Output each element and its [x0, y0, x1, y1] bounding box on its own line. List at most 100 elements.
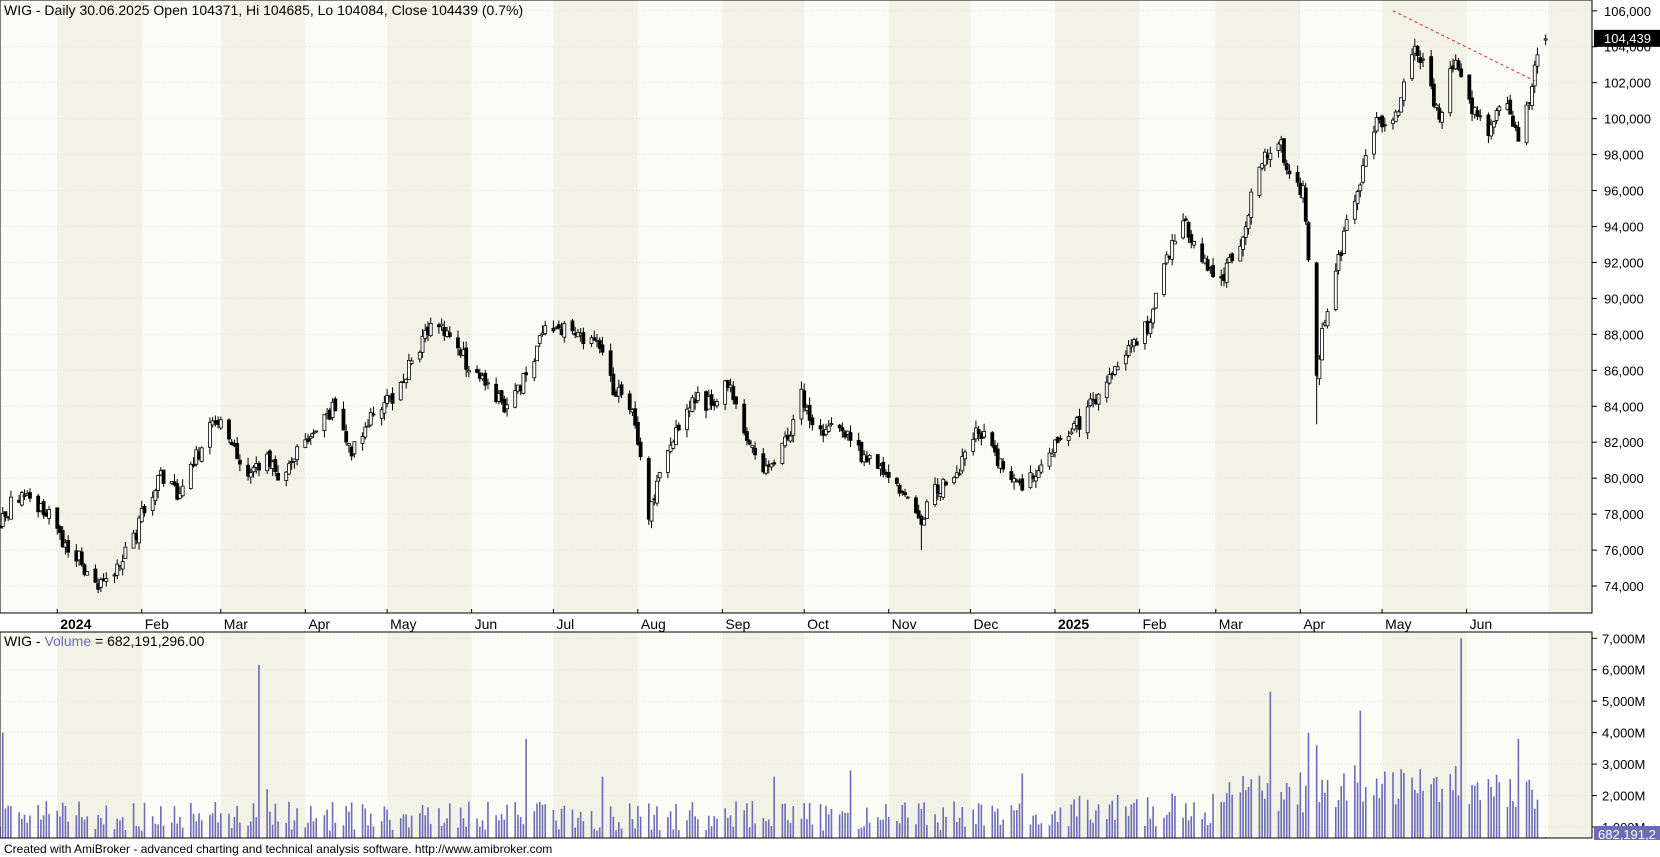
candle-body [1358, 184, 1363, 192]
candle-body [1320, 328, 1325, 361]
candle-body [1491, 121, 1496, 128]
candle-body [82, 564, 87, 575]
month-label: May [390, 616, 416, 632]
candle-body [382, 402, 387, 414]
candle-body [864, 455, 869, 463]
candle-body [1530, 86, 1534, 106]
candle-body [1325, 311, 1330, 327]
month-label: Jun [475, 616, 498, 632]
price-tick-label: 74,000 [1604, 579, 1644, 594]
candle-body [1001, 461, 1006, 470]
candle-body [1306, 222, 1311, 261]
candle-body [802, 390, 807, 408]
candle-body [1047, 452, 1052, 467]
volume-header: WIG - Volume = 682,191,296.00 [4, 633, 205, 649]
candle-body [1224, 262, 1229, 283]
candle-body [347, 443, 351, 446]
candle-body [829, 423, 834, 425]
candle-body [753, 447, 758, 456]
month-label: Feb [145, 616, 169, 632]
last-price-value: 104,439 [1604, 31, 1651, 46]
candle-body [524, 372, 529, 376]
candle-body [363, 426, 368, 438]
candle-body [1374, 117, 1379, 132]
candle-body [761, 453, 766, 473]
candle-body [551, 327, 556, 332]
candle-body [131, 532, 136, 549]
month-label: Sep [725, 616, 750, 632]
candle-body [1352, 200, 1357, 220]
candle-body [1339, 252, 1344, 256]
candle-body [1489, 124, 1494, 137]
candle-body [123, 546, 128, 559]
candle-body [818, 425, 823, 430]
candle-body [725, 379, 730, 388]
volume-header-value: = 682,191,296.00 [91, 633, 204, 649]
candle-body [859, 441, 864, 463]
month-band [888, 0, 971, 613]
candle-body [513, 390, 518, 408]
candle-body [1028, 472, 1033, 489]
candle-body [22, 494, 27, 497]
candle-body [1532, 64, 1537, 87]
candle-body [1470, 97, 1474, 115]
candle-body [385, 395, 389, 404]
price-candles [0, 34, 1548, 594]
candle-body [248, 472, 253, 478]
candle-body [237, 459, 242, 465]
price-tick-label: 88,000 [1604, 327, 1644, 342]
month-label: Mar [224, 616, 248, 632]
candle-body [1153, 292, 1158, 309]
candle-body [306, 438, 310, 442]
candle-body [556, 324, 561, 329]
candle-body [483, 372, 488, 386]
candle-body [657, 472, 662, 479]
candle-body [273, 458, 278, 473]
candle-body [627, 393, 632, 410]
price-tick-label: 82,000 [1604, 435, 1644, 450]
candle-body [780, 442, 785, 464]
candle-body [1355, 191, 1360, 204]
candle-body [1262, 151, 1267, 166]
candle-body [897, 484, 902, 494]
month-band [57, 0, 142, 613]
candle-body [1211, 265, 1215, 278]
candle-body [153, 490, 158, 502]
candle-body [635, 421, 640, 445]
candle-body [428, 322, 433, 337]
candle-body [1058, 438, 1063, 440]
candle-body [1050, 453, 1055, 457]
candle-body [1053, 439, 1057, 453]
candle-body [649, 501, 654, 522]
candle-body [1077, 416, 1082, 430]
candle-body [1162, 263, 1166, 295]
candle-body [115, 563, 120, 576]
candle-body [750, 445, 755, 448]
candle-body [826, 425, 831, 432]
candle-body [1372, 131, 1376, 155]
candle-body [175, 483, 180, 500]
volume-month-band [1054, 632, 1140, 838]
candle-body [1478, 115, 1483, 118]
candle-body [685, 408, 689, 431]
candle-body [41, 501, 46, 516]
candle-body [371, 413, 376, 416]
candle-body [1014, 479, 1019, 482]
candle-body [562, 323, 567, 338]
month-axis: 2024 Feb Mar Apr May Jun Jul Aug Sep Oct Nov Dec 202… [56, 609, 1492, 632]
candle-body [537, 335, 542, 344]
candle-body [1410, 54, 1414, 79]
candle-body [79, 551, 84, 566]
candle-body [1396, 111, 1401, 116]
candle-body [47, 509, 51, 519]
candle-body [464, 347, 469, 370]
candle-body [1282, 138, 1286, 163]
candle-body [1069, 431, 1074, 435]
candle-body [1134, 341, 1139, 346]
candle-body [924, 501, 929, 519]
price-tick-label: 80,000 [1604, 471, 1644, 486]
month-label: Nov [892, 616, 917, 632]
candle-body [690, 397, 695, 412]
volume-tick-label: 3,000M [1602, 757, 1645, 772]
